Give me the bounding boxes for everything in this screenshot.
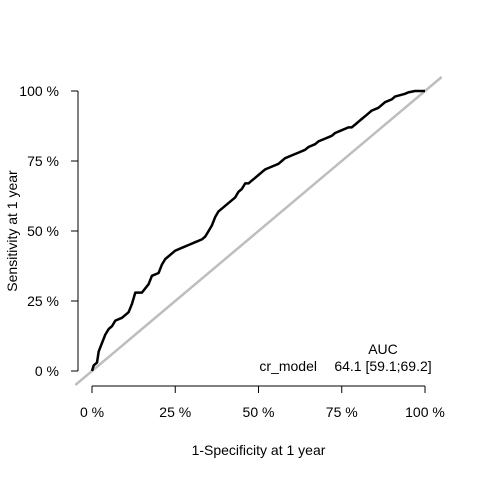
y-tick-label: 100 % [19, 83, 59, 99]
x-tick-label: 50 % [243, 404, 275, 420]
x-tick-label: 75 % [326, 404, 358, 420]
axes: 0 % 25 % 50 % 75 % 100 % 0 % 25 % 50 % 75 % 100 … [19, 83, 445, 420]
auc-row-value: 64.1 [59.1;69.2] [334, 358, 431, 374]
y-tick-label: 0 % [35, 363, 59, 379]
auc-header: AUC [368, 341, 398, 357]
auc-legend: AUC cr_model 64.1 [59.1;69.2] [259, 341, 431, 374]
y-ticks: 0 % 25 % 50 % 75 % 100 % [19, 83, 78, 379]
roc-curve-cr-model [90, 89, 425, 372]
x-tick-label: 25 % [159, 404, 191, 420]
y-tick-label: 25 % [27, 293, 59, 309]
y-tick-label: 50 % [27, 223, 59, 239]
y-tick-label: 75 % [27, 153, 59, 169]
x-ticks: 0 % 25 % 50 % 75 % 100 % [80, 386, 445, 420]
x-tick-label: 0 % [80, 404, 104, 420]
auc-row-label: cr_model [259, 358, 317, 374]
reference-diagonal-line [74, 76, 443, 386]
x-axis-label: 1-Specificity at 1 year [192, 442, 326, 458]
x-tick-label: 100 % [405, 404, 445, 420]
y-axis-label: Sensitivity at 1 year [4, 170, 20, 292]
